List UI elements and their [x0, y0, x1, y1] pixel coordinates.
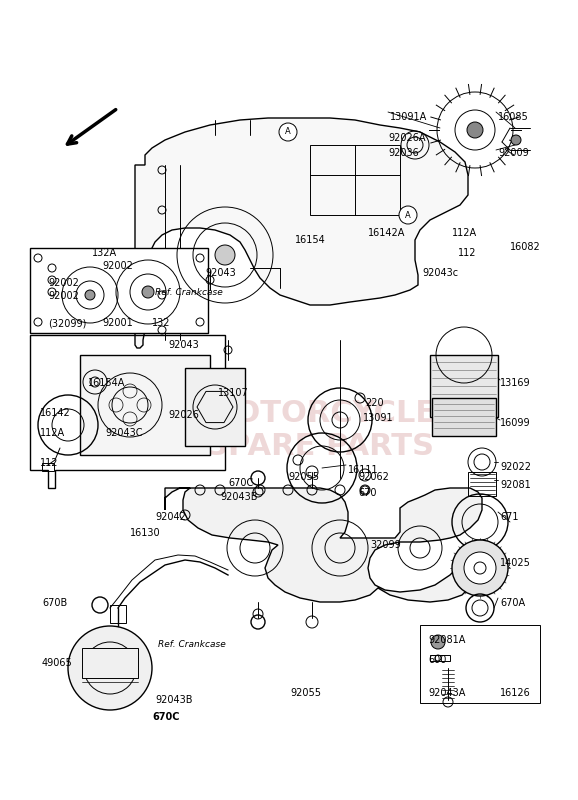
Text: 92043C: 92043C: [105, 428, 143, 438]
Text: 670B: 670B: [42, 598, 67, 608]
Text: 92055: 92055: [290, 688, 321, 698]
Text: 92081: 92081: [500, 480, 531, 490]
Circle shape: [511, 135, 521, 145]
Text: 220: 220: [365, 398, 384, 408]
Bar: [430, 655, 450, 661]
Text: 92009: 92009: [498, 148, 529, 158]
Text: 16126: 16126: [500, 688, 531, 698]
Circle shape: [464, 552, 496, 584]
Text: 16130: 16130: [130, 528, 161, 538]
Text: 132: 132: [152, 318, 171, 328]
Bar: [82, 648, 138, 678]
Text: 92002: 92002: [48, 278, 79, 288]
Circle shape: [68, 626, 152, 710]
Text: 92043A: 92043A: [428, 688, 465, 698]
Text: 112: 112: [458, 248, 476, 258]
Text: 92043c: 92043c: [422, 268, 458, 278]
Text: 92043: 92043: [168, 340, 199, 350]
Text: 92043B: 92043B: [220, 492, 258, 502]
Bar: [110, 605, 126, 623]
Circle shape: [85, 290, 95, 300]
Text: 16099: 16099: [500, 418, 531, 428]
Text: 92055: 92055: [288, 472, 319, 482]
Polygon shape: [165, 488, 482, 602]
Text: 16111: 16111: [348, 465, 379, 475]
Text: Ref. Crankcase: Ref. Crankcase: [158, 640, 226, 649]
Text: 112: 112: [40, 458, 58, 468]
Bar: [185, 368, 245, 446]
Text: 92022: 92022: [500, 462, 531, 472]
Bar: [30, 248, 208, 333]
Circle shape: [399, 206, 417, 224]
Text: 14025: 14025: [500, 558, 531, 568]
Circle shape: [431, 635, 445, 649]
Circle shape: [452, 540, 508, 596]
Bar: [468, 472, 496, 496]
Text: 49065: 49065: [42, 658, 73, 668]
Text: 132A: 132A: [92, 248, 117, 258]
Bar: [430, 355, 498, 417]
Text: 92043B: 92043B: [155, 695, 192, 705]
Circle shape: [215, 245, 235, 265]
Circle shape: [467, 122, 483, 138]
Bar: [420, 625, 540, 703]
Text: 670C: 670C: [228, 478, 253, 488]
Bar: [310, 145, 400, 215]
Text: Ref. Crankcase: Ref. Crankcase: [155, 288, 223, 297]
Text: 92043: 92043: [205, 268, 236, 278]
Text: 92002: 92002: [48, 291, 79, 301]
Bar: [80, 355, 210, 455]
Text: A: A: [285, 127, 291, 137]
Text: 92026: 92026: [168, 410, 199, 420]
Text: 671: 671: [500, 512, 518, 522]
Text: 670A: 670A: [500, 598, 525, 608]
Circle shape: [142, 286, 154, 298]
Text: 13169: 13169: [500, 378, 531, 388]
Text: 16142: 16142: [40, 408, 71, 418]
Text: 600: 600: [428, 655, 446, 665]
Text: 92002: 92002: [102, 261, 133, 271]
Text: 16154: 16154: [295, 235, 326, 245]
Text: 92042: 92042: [155, 512, 186, 522]
Text: 92081A: 92081A: [428, 635, 465, 645]
Text: 112A: 112A: [40, 428, 65, 438]
Text: 13107: 13107: [218, 388, 249, 398]
Text: 92001: 92001: [102, 318, 133, 328]
Text: 670C: 670C: [152, 712, 180, 722]
Text: 16142A: 16142A: [368, 228, 405, 238]
Text: 13091A: 13091A: [390, 112, 427, 122]
Polygon shape: [135, 118, 468, 348]
Text: 13091: 13091: [363, 413, 394, 423]
Text: 112A: 112A: [452, 228, 477, 238]
Text: 92062: 92062: [358, 472, 389, 482]
Text: 32099: 32099: [370, 540, 401, 550]
Circle shape: [279, 123, 297, 141]
Text: 16085: 16085: [498, 112, 529, 122]
Text: 92026A: 92026A: [388, 133, 425, 143]
Text: MOTORCYCLE
SPARE PARTS: MOTORCYCLE SPARE PARTS: [204, 398, 436, 462]
Text: (32099): (32099): [48, 318, 86, 328]
Bar: [432, 398, 496, 436]
Bar: [42, 463, 54, 471]
Text: A: A: [405, 210, 411, 219]
Text: 16154A: 16154A: [88, 378, 125, 388]
Text: 92036: 92036: [388, 148, 418, 158]
Text: 16082: 16082: [510, 242, 541, 252]
Text: 670: 670: [358, 488, 376, 498]
